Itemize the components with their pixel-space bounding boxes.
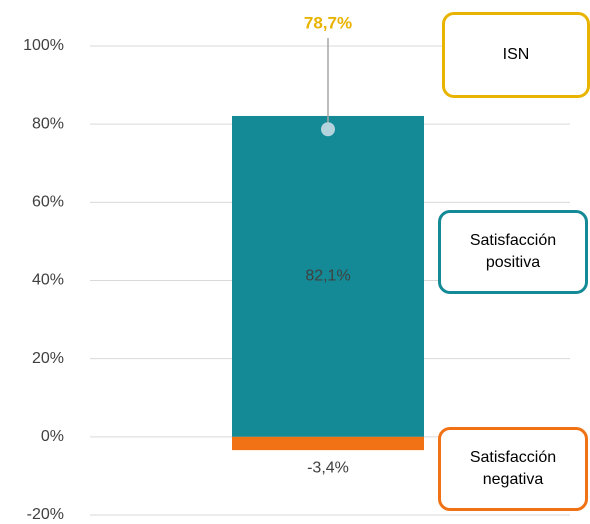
y-tick-label: -20%	[27, 506, 64, 523]
legend-entry: Satisfacción negativa	[438, 427, 588, 511]
y-tick-label: 60%	[32, 194, 64, 211]
isn-point	[321, 122, 335, 137]
legend-entry: Satisfacción positiva	[438, 210, 588, 294]
y-tick-label: 40%	[32, 272, 64, 289]
y-tick-label: 80%	[32, 115, 64, 132]
y-tick-label: 100%	[23, 37, 64, 54]
y-tick-label: 0%	[41, 428, 64, 445]
bar	[232, 115, 424, 437]
value-label: 78,7%	[304, 13, 352, 32]
y-tick-label: 20%	[32, 350, 64, 367]
legend-entry: ISN	[442, 12, 590, 98]
value-label: -3,4%	[307, 459, 349, 476]
value-label: 82,1%	[305, 268, 350, 285]
bar	[232, 436, 424, 451]
